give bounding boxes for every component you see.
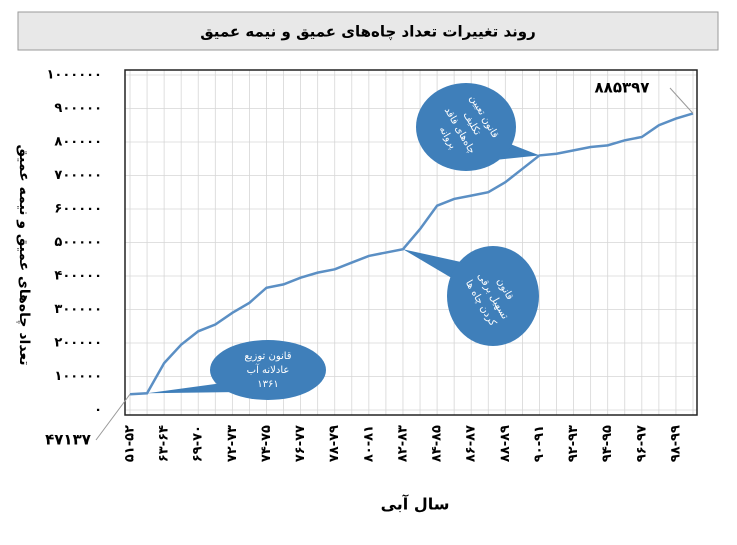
x-tick-label: ۹۰-۹۱	[532, 425, 547, 462]
x-tick-label: ۸۸-۸۹	[498, 425, 513, 462]
callout-pointer	[147, 382, 240, 394]
x-tick-label: ۷۲-۷۳	[225, 425, 240, 462]
x-tick-label: ۶۳-۶۴	[157, 425, 172, 462]
x-tick-label: ۸۶-۸۷	[464, 425, 479, 462]
x-tick-label: ۹۶-۹۷	[634, 425, 649, 462]
x-tick-label: ۷۴-۷۵	[259, 425, 274, 462]
callout	[447, 246, 539, 346]
y-tick-label: ۸۰۰۰۰۰	[54, 135, 102, 150]
y-tick-label: ۰	[94, 403, 102, 418]
y-tick-label: ۲۰۰۰۰۰	[54, 336, 102, 351]
annotation-line: عادلانه آب	[247, 363, 290, 376]
y-tick-label: ۱۰۰۰۰۰۰	[46, 68, 102, 83]
x-axis-title: سال آبی	[381, 494, 450, 514]
annotation-line: قانون توزیع	[244, 351, 291, 362]
x-tick-label: ۸۲-۸۳	[395, 425, 410, 462]
leader-line	[95, 393, 131, 441]
y-tick-label: ۱۰۰۰۰۰	[54, 369, 102, 384]
chart-title: روند تغییرات تعداد چاه‌های عمیق و نیمه ع…	[200, 23, 536, 42]
title-bar	[17, 11, 719, 51]
x-tick-label: ۹۸-۹۹	[668, 425, 683, 462]
y-tick-label: ۹۰۰۰۰۰	[54, 101, 102, 116]
y-tick-label: ۶۰۰۰۰۰	[54, 202, 102, 217]
y-axis-title: تعداد چاه‌های عمیق و نیمه عمیق	[16, 144, 32, 365]
x-tick-label: ۷۸-۷۹	[327, 425, 342, 462]
x-tick-label: ۷۶-۷۷	[293, 425, 308, 462]
x-tick-label: ۸۰-۸۱	[361, 425, 376, 462]
x-tick-label: ۹۲-۹۳	[566, 425, 581, 462]
y-tick-label: ۴۰۰۰۰۰	[54, 269, 102, 284]
x-tick-label: ۸۴-۸۵	[430, 425, 445, 462]
plot-frame	[124, 69, 698, 416]
leader-line	[669, 87, 694, 114]
annotation-line: ۱۳۶۱	[257, 379, 278, 390]
x-tick-label: ۶۹-۷۰	[191, 425, 206, 462]
y-tick-label: ۳۰۰۰۰۰	[54, 302, 102, 317]
callout	[210, 340, 326, 400]
value-label: ۸۸۵۳۹۷	[595, 79, 650, 97]
x-tick-label: ۵۱-۵۲	[123, 425, 138, 462]
x-tick-label: ۹۴-۹۵	[600, 425, 615, 462]
data-line	[129, 112, 694, 396]
y-tick-label: ۵۰۰۰۰۰	[54, 235, 102, 250]
callout	[416, 83, 516, 171]
value-label: ۴۷۱۳۷	[45, 431, 91, 449]
y-tick-label: ۷۰۰۰۰۰	[54, 168, 102, 183]
